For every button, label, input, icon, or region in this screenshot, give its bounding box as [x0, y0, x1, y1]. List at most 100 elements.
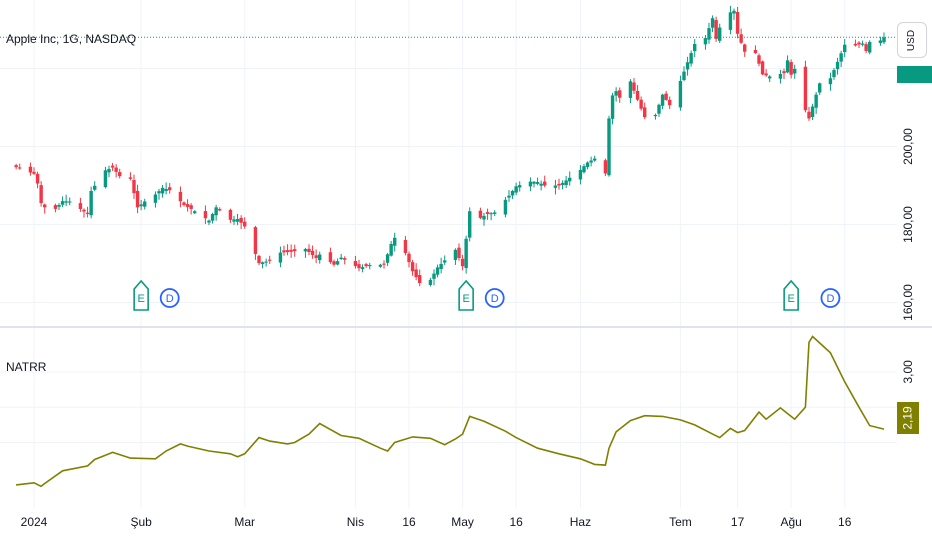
earnings-marker[interactable]: E	[458, 279, 474, 311]
candle	[210, 212, 215, 224]
candle	[760, 60, 765, 76]
candle	[60, 196, 65, 208]
candle-body	[428, 279, 433, 285]
candle	[610, 92, 615, 125]
candle	[285, 244, 290, 256]
candle-body	[518, 185, 522, 188]
candle	[328, 247, 333, 264]
candle	[828, 72, 833, 91]
candle-body	[703, 38, 708, 45]
candle	[635, 85, 640, 102]
earnings-marker-shape	[783, 279, 799, 311]
dividend-marker[interactable]: D	[159, 288, 180, 308]
candle	[632, 78, 636, 95]
candle-body	[318, 254, 322, 261]
time-axis-tick-label: Tem	[669, 515, 692, 529]
candle	[453, 248, 458, 265]
candle-body	[403, 239, 408, 253]
candle-body	[482, 215, 486, 220]
event-marker-label: D	[166, 293, 174, 305]
candle	[214, 204, 218, 221]
candle-body	[507, 195, 511, 198]
indicator-value-label: 2,19	[901, 406, 916, 430]
candle	[803, 60, 808, 113]
candle-body	[43, 204, 47, 208]
candle-body	[607, 118, 611, 176]
candle	[814, 92, 818, 114]
candle-body	[682, 71, 686, 81]
candle	[578, 165, 583, 185]
candle	[43, 203, 47, 214]
candle	[260, 261, 265, 269]
candle	[743, 43, 747, 57]
candle-body	[64, 201, 68, 203]
candle-body	[643, 107, 647, 118]
candle-body	[253, 227, 258, 254]
candle-body	[193, 211, 197, 214]
candle-body	[310, 250, 315, 256]
candle-body	[185, 204, 190, 207]
candle	[582, 163, 586, 174]
candle	[568, 171, 572, 186]
candle-body	[57, 205, 61, 207]
candle	[257, 254, 261, 265]
candle	[518, 181, 522, 192]
candle	[560, 180, 565, 190]
candle-body	[843, 44, 847, 53]
price-axis-tick-label: 180,00	[901, 206, 915, 243]
candle-body	[553, 185, 558, 188]
candle	[57, 203, 61, 210]
candle	[868, 40, 872, 55]
candle	[835, 57, 840, 75]
candle-body	[239, 217, 243, 223]
candle-body	[28, 166, 33, 173]
candle	[678, 75, 683, 111]
candle	[318, 251, 322, 264]
candle-body	[160, 187, 165, 194]
candle	[228, 208, 233, 223]
time-axis-tick-label: 16	[509, 515, 523, 529]
candle-body	[514, 186, 518, 193]
candle	[282, 245, 286, 256]
candle-body	[282, 250, 286, 253]
currency-button[interactable]: USD	[897, 22, 927, 58]
candle-body	[489, 213, 493, 215]
candle-body	[610, 95, 615, 119]
candle	[557, 178, 561, 190]
candle	[118, 168, 122, 179]
candle-body	[535, 181, 540, 184]
candle-body	[603, 160, 608, 174]
candle	[68, 197, 72, 206]
dividend-marker[interactable]: D	[484, 288, 505, 308]
candle-body	[457, 247, 461, 259]
candle	[878, 36, 883, 46]
candle	[593, 155, 597, 162]
earnings-marker[interactable]: E	[783, 279, 799, 311]
earnings-marker[interactable]: E	[133, 279, 149, 311]
candle	[332, 259, 336, 267]
candle	[35, 171, 40, 189]
candle	[764, 69, 768, 77]
candle	[410, 260, 415, 276]
candle	[164, 182, 168, 195]
candle-body	[293, 249, 297, 252]
candle	[489, 211, 493, 221]
candle-body	[332, 261, 336, 265]
candle	[368, 262, 372, 270]
candle-body	[207, 220, 211, 223]
candle	[739, 28, 743, 45]
candle	[607, 115, 611, 177]
candle-body	[153, 194, 158, 203]
candle-body	[360, 267, 365, 270]
candle-body	[353, 261, 358, 267]
dividend-marker[interactable]: D	[820, 288, 841, 308]
candle	[14, 163, 18, 170]
candle-body	[635, 90, 640, 100]
candle	[203, 205, 208, 224]
candle	[28, 162, 33, 176]
candle	[289, 244, 293, 258]
candle-body	[789, 62, 793, 75]
candle-body	[564, 180, 568, 186]
candle-body	[503, 199, 508, 215]
